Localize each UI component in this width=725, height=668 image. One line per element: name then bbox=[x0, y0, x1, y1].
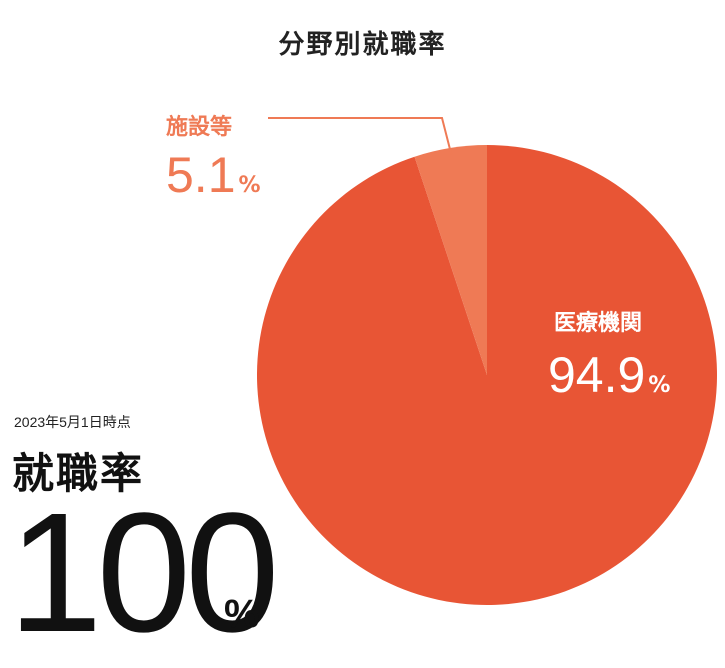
slice-unit-facilities: % bbox=[239, 173, 261, 198]
svg-text:94.9%: 94.9% bbox=[548, 347, 670, 403]
rate-value: 100 bbox=[8, 478, 280, 668]
pie-chart: 医療機関 94.9% 施設等 5.1% bbox=[166, 114, 717, 605]
slice-value-medical: 94.9 bbox=[548, 347, 645, 403]
slice-label-medical: 医療機関 bbox=[554, 310, 642, 336]
slice-label-facilities: 施設等 bbox=[166, 114, 232, 140]
leader-line-facilities bbox=[268, 117, 453, 156]
date-note: 2023年5月1日時点 bbox=[14, 414, 131, 430]
svg-text:5.1%: 5.1% bbox=[166, 147, 261, 203]
rate-unit: % bbox=[224, 592, 260, 636]
slice-value-facilities: 5.1 bbox=[166, 147, 236, 203]
slice-unit-medical: % bbox=[648, 373, 670, 398]
pie-slice-facilities bbox=[414, 145, 487, 375]
chart-title: 分野別就職率 bbox=[278, 30, 447, 60]
rate-heading: 就職率 bbox=[12, 449, 145, 498]
